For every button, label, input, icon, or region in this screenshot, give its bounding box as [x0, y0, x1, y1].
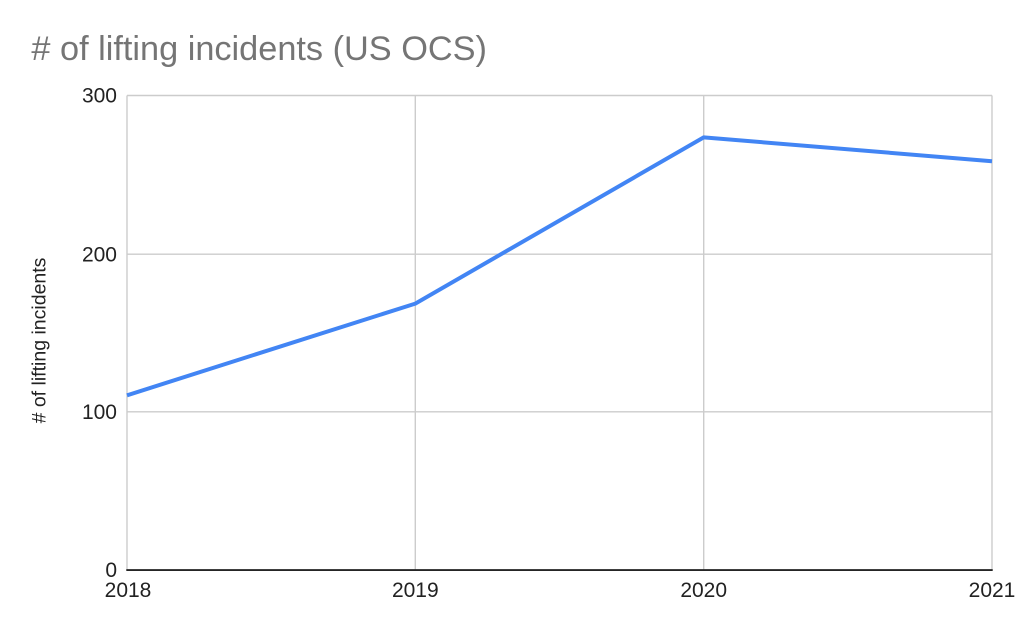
svg-text:200: 200: [82, 244, 117, 267]
svg-text:# of lifting incidents: # of lifting incidents: [29, 257, 51, 423]
svg-text:0: 0: [105, 559, 117, 582]
svg-text:2020: 2020: [680, 579, 727, 602]
svg-text:100: 100: [82, 401, 117, 424]
svg-text:300: 300: [82, 85, 117, 108]
svg-text:2018: 2018: [105, 579, 152, 602]
svg-text:2019: 2019: [392, 579, 439, 602]
svg-text:# of lifting incidents (US OCS: # of lifting incidents (US OCS): [31, 30, 487, 68]
svg-text:2021: 2021: [969, 579, 1016, 602]
